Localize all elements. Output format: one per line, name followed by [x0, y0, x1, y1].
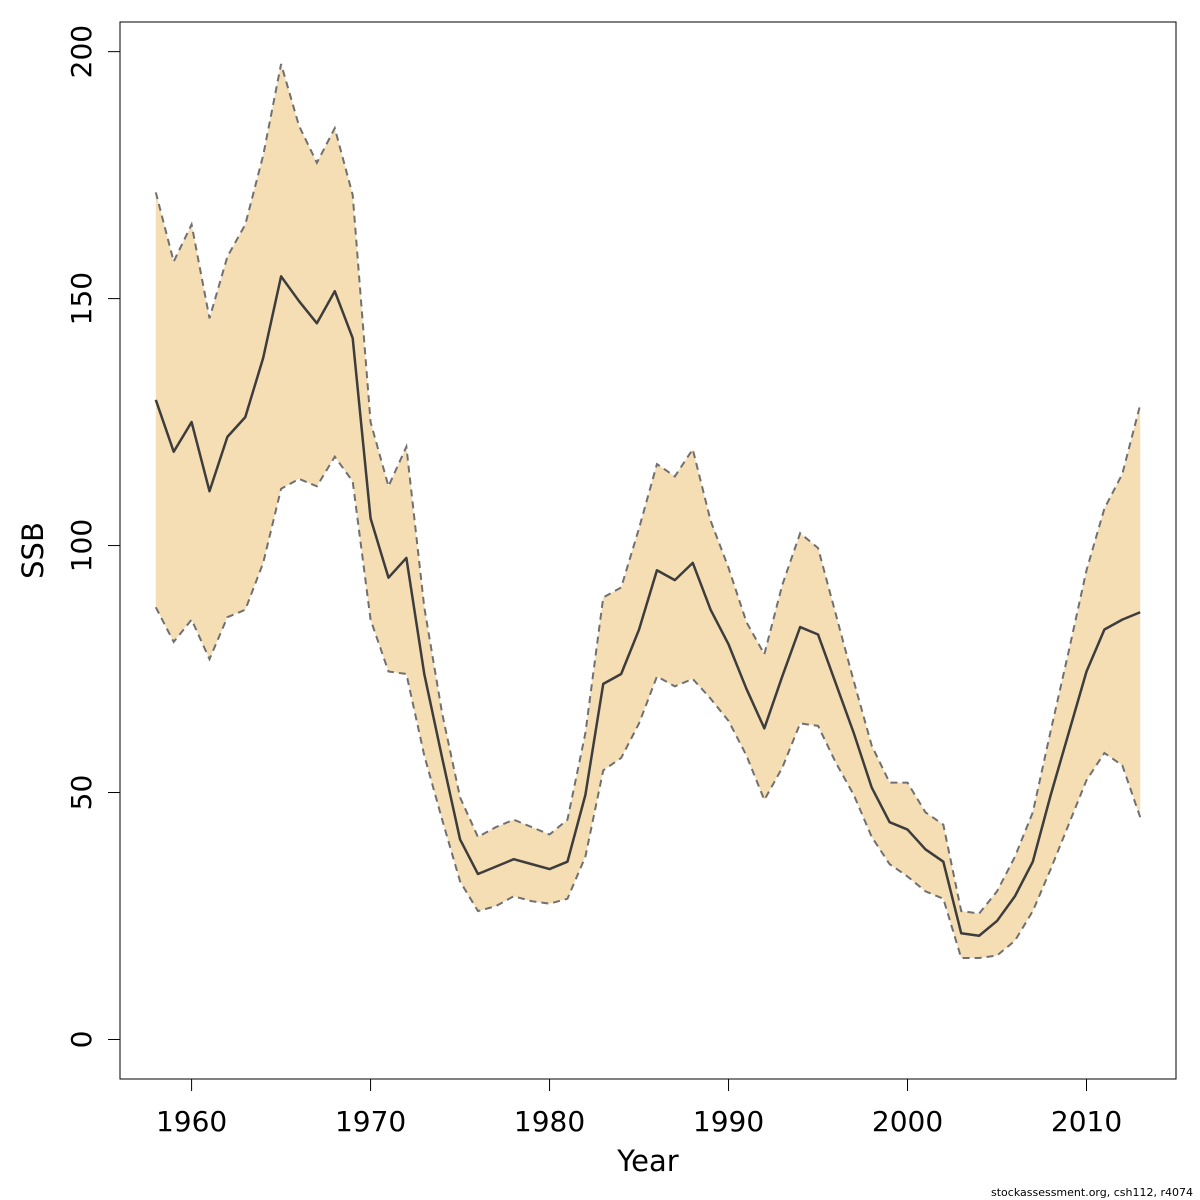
x-tick-label: 1970: [335, 1105, 406, 1138]
y-axis-title: SSB: [16, 522, 50, 579]
confidence-band-layer: [155, 63, 1141, 958]
y-tick-label: 0: [65, 1031, 98, 1049]
x-tick-label: 2010: [1051, 1105, 1122, 1138]
x-axis: 1960 1970 1980 1990 2000 2010: [156, 1078, 1122, 1138]
footnote: stockassessment.org, csh112, r4074: [991, 1186, 1193, 1199]
x-tick-label: 1990: [693, 1105, 764, 1138]
confidence-band: [155, 63, 1141, 958]
y-tick-label: 150: [65, 272, 98, 325]
y-tick-label: 50: [65, 775, 98, 811]
x-tick-label: 1980: [514, 1105, 585, 1138]
x-tick-label: 2000: [872, 1105, 943, 1138]
y-tick-label: 100: [65, 519, 98, 572]
x-axis-title: Year: [616, 1144, 678, 1178]
lower-bound-line: [154, 454, 1142, 959]
x-tick-label: 1960: [156, 1105, 227, 1138]
ssb-estimate-line: [154, 275, 1141, 938]
y-axis: 0 50 100 150 200: [65, 25, 121, 1049]
series-layer: [154, 63, 1142, 959]
upper-bound-line: [154, 63, 1142, 915]
y-tick-label: 200: [65, 25, 98, 78]
